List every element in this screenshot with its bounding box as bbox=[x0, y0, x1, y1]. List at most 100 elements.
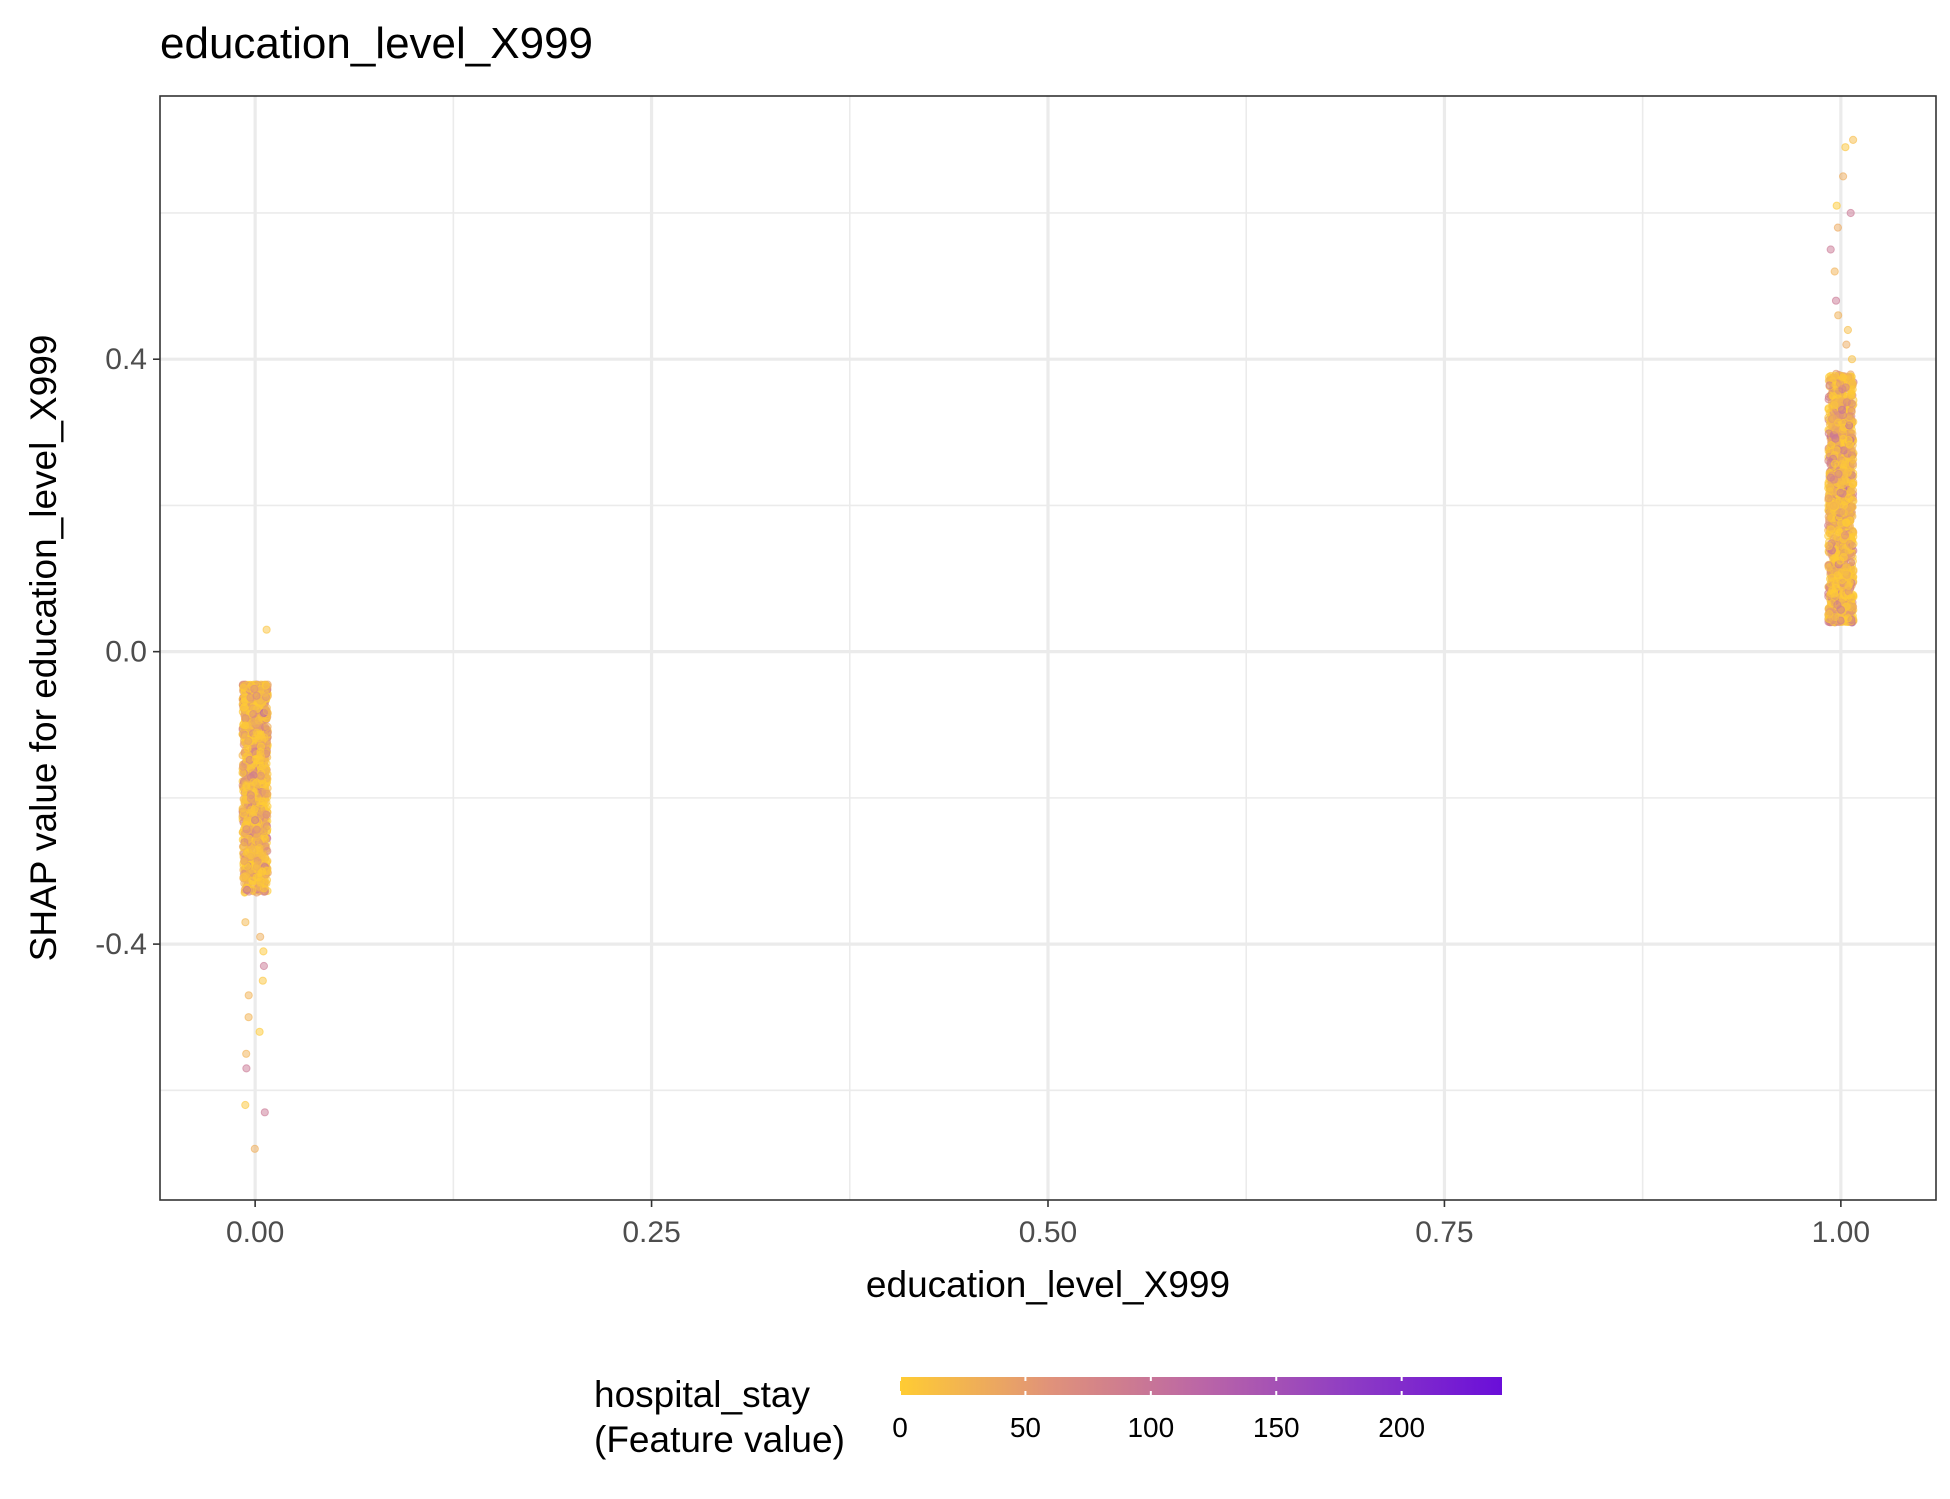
colorbar-tick-label: 150 bbox=[1253, 1412, 1300, 1443]
data-point bbox=[1827, 514, 1836, 523]
x-axis-title: education_level_X999 bbox=[866, 1264, 1230, 1305]
data-point bbox=[1841, 143, 1850, 152]
data-point bbox=[1837, 460, 1847, 469]
data-point bbox=[1848, 479, 1857, 488]
data-point bbox=[1839, 553, 1848, 562]
data-point bbox=[1831, 580, 1840, 589]
data-point bbox=[262, 625, 271, 634]
data-point bbox=[1825, 610, 1834, 619]
data-point bbox=[251, 816, 260, 825]
y-tick-label: 0.4 bbox=[105, 343, 147, 376]
data-point bbox=[1847, 406, 1856, 415]
data-point bbox=[249, 710, 258, 719]
colorbar-tick-label: 100 bbox=[1127, 1412, 1174, 1443]
data-point bbox=[259, 780, 268, 789]
data-point bbox=[1832, 446, 1841, 455]
data-point bbox=[1844, 493, 1854, 503]
data-point bbox=[1834, 418, 1843, 427]
data-point bbox=[1849, 565, 1858, 575]
data-point bbox=[261, 834, 270, 844]
data-point bbox=[246, 794, 256, 804]
data-point bbox=[260, 688, 269, 698]
data-point bbox=[244, 991, 253, 1000]
data-point bbox=[251, 754, 260, 764]
data-point bbox=[239, 730, 248, 739]
data-point bbox=[240, 703, 249, 712]
data-point bbox=[259, 947, 268, 956]
data-point bbox=[1845, 540, 1855, 549]
legend-title-line-2: (Feature value) bbox=[594, 1419, 845, 1460]
data-point bbox=[1836, 488, 1845, 497]
data-point bbox=[1843, 325, 1853, 335]
legend-title-line-1: hospital_stay bbox=[594, 1374, 810, 1415]
data-point bbox=[1836, 507, 1846, 516]
data-point bbox=[239, 873, 248, 882]
data-point bbox=[1834, 311, 1843, 320]
data-point bbox=[1829, 501, 1838, 510]
data-point bbox=[249, 778, 258, 787]
data-point bbox=[252, 691, 261, 700]
data-point bbox=[258, 867, 267, 876]
gridlines bbox=[160, 96, 1936, 1200]
data-point bbox=[1824, 542, 1834, 551]
data-points bbox=[238, 135, 1858, 1153]
data-point bbox=[263, 722, 272, 732]
data-point bbox=[261, 681, 270, 690]
data-point bbox=[250, 804, 260, 813]
data-point bbox=[252, 719, 261, 728]
data-point bbox=[1842, 398, 1852, 407]
data-point bbox=[1845, 415, 1854, 425]
colorbar-ticks: 0 50 100 150 200 bbox=[892, 1377, 1425, 1443]
data-point bbox=[246, 851, 255, 860]
data-point bbox=[1830, 592, 1839, 602]
data-point bbox=[243, 744, 252, 753]
data-point bbox=[1824, 429, 1833, 438]
data-point bbox=[250, 684, 259, 694]
x-tick-label: 0.25 bbox=[622, 1216, 680, 1249]
data-point bbox=[1838, 477, 1847, 486]
data-point bbox=[242, 781, 251, 790]
data-point bbox=[1826, 525, 1836, 534]
data-point bbox=[242, 825, 251, 834]
x-axis: 0.00 0.25 0.50 0.75 1.00 bbox=[226, 1200, 1870, 1249]
data-point bbox=[262, 810, 271, 819]
data-point bbox=[1824, 404, 1833, 413]
y-axis: -0.4 0.0 0.4 bbox=[95, 343, 160, 961]
data-point bbox=[1849, 135, 1858, 144]
data-point bbox=[259, 797, 268, 806]
data-point bbox=[1826, 245, 1835, 254]
data-point bbox=[1845, 440, 1854, 449]
data-point bbox=[241, 918, 250, 927]
data-point bbox=[241, 721, 250, 730]
data-point bbox=[1831, 434, 1840, 443]
data-point bbox=[252, 825, 261, 834]
data-point bbox=[242, 1064, 251, 1073]
colorbar-tick-label: 0 bbox=[892, 1412, 908, 1443]
data-point bbox=[1838, 373, 1848, 382]
colorbar-tick-label: 50 bbox=[1010, 1412, 1041, 1443]
data-point bbox=[255, 1027, 264, 1036]
data-point bbox=[253, 833, 262, 842]
data-point bbox=[1838, 425, 1847, 434]
data-point bbox=[242, 1049, 251, 1058]
data-point bbox=[1847, 355, 1857, 364]
data-point bbox=[1838, 405, 1847, 414]
data-point bbox=[1836, 605, 1846, 614]
data-point bbox=[1832, 201, 1841, 210]
data-point bbox=[1846, 486, 1856, 496]
data-point bbox=[1830, 425, 1840, 434]
data-point bbox=[240, 856, 249, 866]
data-point bbox=[244, 1013, 253, 1022]
data-point bbox=[1844, 581, 1853, 590]
data-point bbox=[1842, 602, 1852, 611]
data-point bbox=[242, 885, 252, 895]
x-tick-label: 1.00 bbox=[1812, 1216, 1870, 1249]
data-point bbox=[1830, 267, 1839, 276]
data-point bbox=[262, 707, 271, 716]
x-tick-label: 0.50 bbox=[1019, 1216, 1077, 1249]
data-point bbox=[250, 1144, 259, 1153]
data-point bbox=[240, 681, 249, 690]
data-point bbox=[1847, 593, 1856, 602]
data-point bbox=[252, 862, 262, 871]
